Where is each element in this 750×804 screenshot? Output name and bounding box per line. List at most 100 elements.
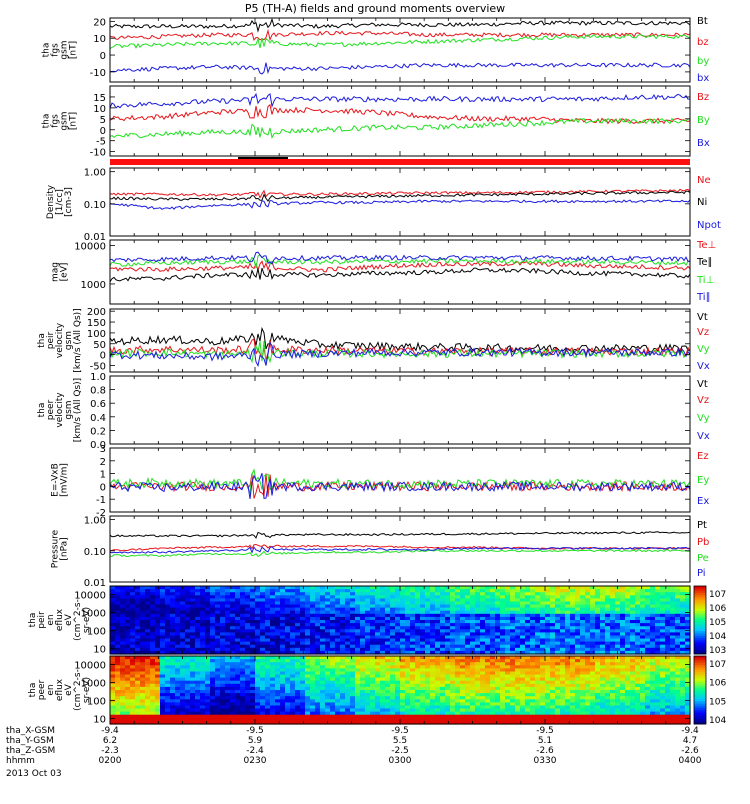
series-line-bx: [110, 63, 690, 74]
y-tick-label: 10: [93, 645, 106, 656]
y-tick-label: 10: [93, 34, 106, 45]
y-tick-label: 1.00: [84, 516, 106, 527]
legend-Ti⊥: Ti⊥: [696, 275, 714, 286]
y-axis-label: [mV/m]: [60, 463, 70, 497]
colorbar-tick-label: 105: [709, 618, 726, 628]
y-tick-label: -50: [90, 361, 106, 372]
y-tick-label: 1000: [81, 280, 106, 291]
colorbar-tick-label: 104: [709, 632, 726, 642]
legend-bz: bz: [697, 37, 709, 48]
y-tick-label: 0.10: [84, 547, 106, 558]
colorbar-tick-label: 107: [709, 590, 726, 600]
y-tick-label: 1.0: [90, 372, 106, 383]
series-line-Ne: [110, 189, 690, 197]
legend-Pb: Pb: [697, 537, 709, 548]
series-line-Pt: [110, 532, 690, 538]
legend-Ex: Ex: [697, 496, 709, 507]
y-tick-label: 5: [100, 115, 106, 126]
y-tick-label: 50: [93, 340, 106, 351]
series-line-Te∥: [110, 268, 690, 282]
legend-by: by: [697, 56, 709, 67]
y-tick-label: 0.01: [84, 578, 106, 589]
y-tick-label: 0: [100, 51, 106, 62]
panel-7: E=-VxB[mV/m]: [51, 448, 691, 512]
y-tick-label: 2: [100, 457, 106, 468]
y-tick-label: 0: [100, 482, 106, 493]
y-tick-label: 0.4: [90, 413, 106, 424]
page-title: P5 (TH-A) fields and ground moments over…: [245, 2, 505, 15]
y-tick-label: -10: [90, 68, 106, 79]
y-tick-label: 20: [93, 17, 106, 28]
y-tick-label: 0.10: [84, 200, 106, 211]
y-axis-label: [nPa]: [60, 537, 70, 560]
y-axis-label: [km/s (All Qs)]: [73, 378, 83, 442]
legend-Npot: Npot: [697, 220, 721, 231]
y-axis-label: [nT]: [69, 41, 79, 59]
y-tick-label: 1: [100, 470, 106, 481]
series-line-Ez: [110, 473, 690, 498]
legend-Bx: Bx: [697, 138, 710, 149]
y-tick-label: 1.00: [84, 168, 106, 179]
legend-Ez: Ez: [697, 451, 709, 462]
y-tick-label: 200: [87, 307, 106, 318]
y-tick-label: 10: [93, 104, 106, 115]
series-line-By: [110, 119, 690, 138]
series-line-bz: [110, 31, 690, 40]
series-line-Npot: [110, 200, 690, 209]
legend-Vz: Vz: [697, 327, 709, 338]
y-tick-label: 0: [100, 351, 106, 362]
y-tick-label: 0: [100, 126, 106, 137]
y-tick-label: 0.6: [90, 399, 106, 410]
y-tick-label: 0.2: [90, 426, 106, 437]
legend-Vx: Vx: [697, 361, 710, 372]
y-tick-label: -1: [96, 495, 106, 506]
panel-frame: [110, 448, 690, 512]
legend-Ni: Ni: [697, 197, 707, 208]
legend-Pt: Pt: [697, 520, 707, 531]
legend-Ti∥: Ti∥: [696, 292, 711, 303]
y-axis-label: [eV]: [60, 263, 70, 282]
y-axis-label: [km/s (All Qs)]: [73, 308, 83, 372]
y-axis-label: [cm-3]: [64, 187, 74, 217]
y-tick-label: 100: [87, 627, 106, 638]
legend-Te⊥: Te⊥: [696, 240, 716, 251]
legend-Bt: Bt: [697, 16, 708, 27]
legend-Pe: Pe: [697, 553, 709, 564]
series-line-Bx: [110, 94, 690, 108]
y-tick-label: 150: [87, 318, 106, 329]
legend-Vt: Vt: [697, 312, 708, 323]
legend-Ey: Ey: [697, 475, 709, 486]
legend-Pi: Pi: [697, 568, 706, 579]
y-tick-label: 1000: [81, 609, 106, 620]
legend-Vt: Vt: [697, 379, 708, 390]
y-tick-label: 10000: [74, 242, 106, 253]
panel-3: Density[1/cc][cm-3]: [46, 168, 690, 236]
legend-Vx: Vx: [697, 431, 710, 442]
legend-Ne: Ne: [697, 175, 711, 186]
y-tick-label: -5: [96, 137, 106, 148]
y-tick-label: 100: [87, 329, 106, 340]
y-tick-label: 3: [100, 444, 106, 455]
y-axis-label: [nT]: [69, 112, 79, 130]
legend-Bz: Bz: [697, 92, 709, 103]
panel-8: Pressure[nPa]: [51, 516, 691, 582]
colorbar-tick-label: 106: [709, 604, 726, 614]
legend-bx: bx: [697, 73, 709, 84]
legend-Vy: Vy: [697, 344, 710, 355]
panel-4: mag[eV]: [51, 240, 691, 304]
panel-frame: [110, 18, 690, 82]
colorbar-tick-label: 103: [709, 646, 726, 656]
y-tick-label: 0.8: [90, 386, 106, 397]
y-tick-label: 15: [93, 93, 106, 104]
panel-frame: [110, 376, 690, 444]
panel-frame: [110, 309, 690, 372]
legend-Vz: Vz: [697, 395, 709, 406]
